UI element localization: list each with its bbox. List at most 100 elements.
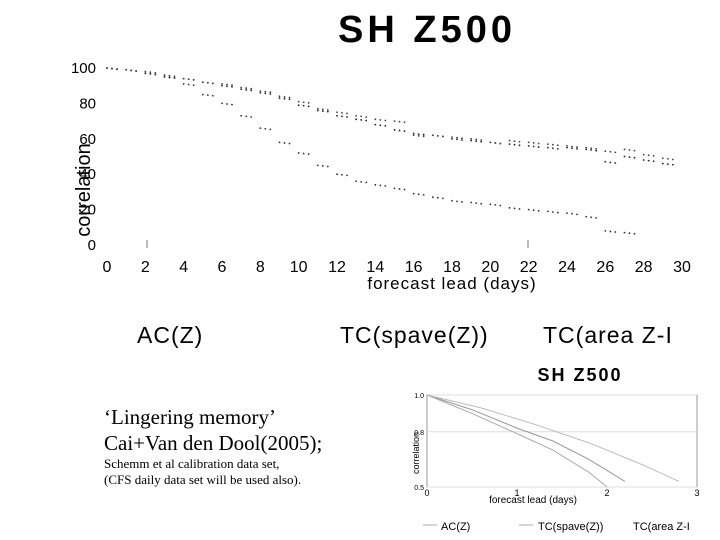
main-point-tc-area-z-i-24-b [571,145,573,148]
main-point-tc-spave-z-21 [508,206,511,209]
main-point-ac-z-16-c [422,133,425,136]
main-point-tc-area-z-i-27 [623,148,626,151]
main-point-ac-z-23-c [556,147,559,150]
main-point-tc-spave-z-12 [336,173,338,176]
main-point-tc-spave-z-19 [470,201,473,204]
main-point-tc-spave-z-11 [316,164,319,167]
main-point-tc-spave-z-25 [585,215,588,218]
main-point-ac-z-22-b [532,145,535,148]
main-y-tick-80: 80 [79,95,96,112]
main-point-tc-area-z-i-24-c [576,146,578,148]
main-point-tc-spave-z-2-c [154,73,157,76]
main-x-tick-22: 22 [520,259,538,276]
inset-chart: SH Z500 correlation 0.5 0.8 1.0 0 1 2 3 forec… [411,365,700,533]
main-point-tc-spave-z-26 [604,229,607,232]
main-point-ac-z-24-c [576,147,578,150]
main-x-tick-30: 30 [673,259,691,276]
main-point-ac-z-25-b [590,149,593,151]
main-point-ac-z-21 [508,143,511,146]
main-point-tc-area-z-i-21 [508,139,511,142]
inset-line-tc-spave-z [426,394,608,488]
main-point-tc-spave-z-4-c [192,84,195,87]
main-point-ac-z-8-b [264,92,267,95]
main-point-ac-z-25 [585,148,588,151]
main-series-tc-area-z-i [106,67,674,161]
main-point-ac-z-11-c [326,110,329,113]
main-point-ac-z-27-b [628,156,631,159]
caption-line-lingering-memory: ‘Lingering memory’ [104,405,277,429]
main-x-tick-0: 0 [103,259,112,276]
main-point-tc-area-z-i-7-b [245,87,248,89]
main-point-tc-area-z-i-22 [527,141,530,144]
main-point-tc-spave-z-10-b [302,152,305,155]
main-point-tc-area-z-i-7-c [250,87,253,90]
main-chart-title: SH Z500 [338,9,516,51]
main-point-ac-z-24 [566,146,568,149]
main-point-ac-z-28-c [652,160,655,163]
inset-series-lines [426,394,680,488]
main-point-ac-z-29-b [666,163,669,166]
main-point-tc-spave-z-18 [451,199,453,202]
main-point-ac-z-6 [221,84,223,87]
main-series-ac-z [106,67,674,166]
main-point-tc-area-z-i-16-c [422,135,425,138]
main-point-tc-spave-z-24-b [571,212,573,215]
main-point-ac-z-6-c [231,86,233,88]
main-point-ac-z-29 [661,162,664,165]
main-point-tc-spave-z-16-c [422,193,425,196]
inset-y-tick-0.5: 0.5 [414,485,424,492]
main-point-tc-spave-z-25-c [595,216,598,219]
main-y-tick-20: 20 [79,202,96,219]
main-point-tc-area-z-i-17-b [436,134,439,137]
caption-line-citation: Cai+Van den Dool(2005); [104,431,323,455]
main-point-tc-area-z-i-8 [259,90,262,92]
main-point-tc-area-z-i-25-b [590,147,593,150]
main-point-tc-area-z-i-8-c [269,91,272,94]
main-point-tc-area-z-i-13 [355,114,358,117]
main-point-tc-spave-z-23-b [551,211,554,213]
main-point-tc-spave-z-17-b [436,196,439,199]
inset-legend-item-tc-spave: TC(spave(Z)) [538,521,603,533]
main-point-ac-z-21-b [513,143,516,146]
main-point-tc-area-z-i-29-b [666,157,669,160]
main-point-tc-area-z-i-1-c [135,70,138,72]
main-point-tc-area-z-i-11-b [321,108,324,111]
inset-x-tick-2: 2 [604,488,609,498]
main-point-tc-spave-z-18-c [461,201,463,203]
main-x-tick-18: 18 [443,259,461,276]
main-x-tick-28: 28 [635,259,653,276]
main-point-tc-spave-z-24-c [576,213,578,216]
main-point-tc-spave-z-3 [163,75,166,78]
main-point-tc-spave-z-4-b [187,83,190,86]
inset-legend-item-ac: AC(Z) [441,521,470,533]
main-point-tc-area-z-i-2 [144,70,147,73]
main-point-tc-spave-z-9 [278,141,281,144]
inset-legend-item-tc-area: TC(area Z-I [633,521,690,533]
main-x-tick-14: 14 [366,259,384,276]
main-point-tc-spave-z-13-b [360,180,363,183]
main-point-tc-area-z-i-12 [336,111,338,114]
main-point-tc-area-z-i-11 [316,107,319,110]
main-point-tc-area-z-i-13-b [360,115,363,118]
main-point-tc-area-z-i-16 [412,134,415,137]
inset-x-tick-1: 1 [514,488,519,498]
main-point-tc-area-z-i-23 [546,143,549,146]
main-point-tc-area-z-i-6 [221,83,223,85]
main-point-tc-area-z-i-3 [163,74,166,76]
main-point-tc-spave-z-11-b [321,165,324,167]
main-point-ac-z-6-b [226,85,228,88]
main-point-tc-area-z-i-18-c [461,137,463,140]
main-point-tc-area-z-i-5 [201,81,204,84]
main-point-ac-z-14-c [384,124,387,127]
inset-y-tick-0.8: 0.8 [414,430,424,437]
main-point-tc-spave-z-2-b [149,73,152,75]
inset-x-axis-label: forecast lead (days) [489,495,577,506]
main-point-tc-area-z-i-5-c [211,82,214,85]
main-point-tc-spave-z-6 [221,102,223,105]
main-point-tc-spave-z-5-b [206,94,209,97]
main-point-tc-area-z-i-16-b [417,134,420,137]
main-point-tc-area-z-i-28 [642,153,645,156]
main-point-tc-area-z-i-29-c [671,158,674,161]
main-point-tc-spave-z-22-b [532,209,535,212]
